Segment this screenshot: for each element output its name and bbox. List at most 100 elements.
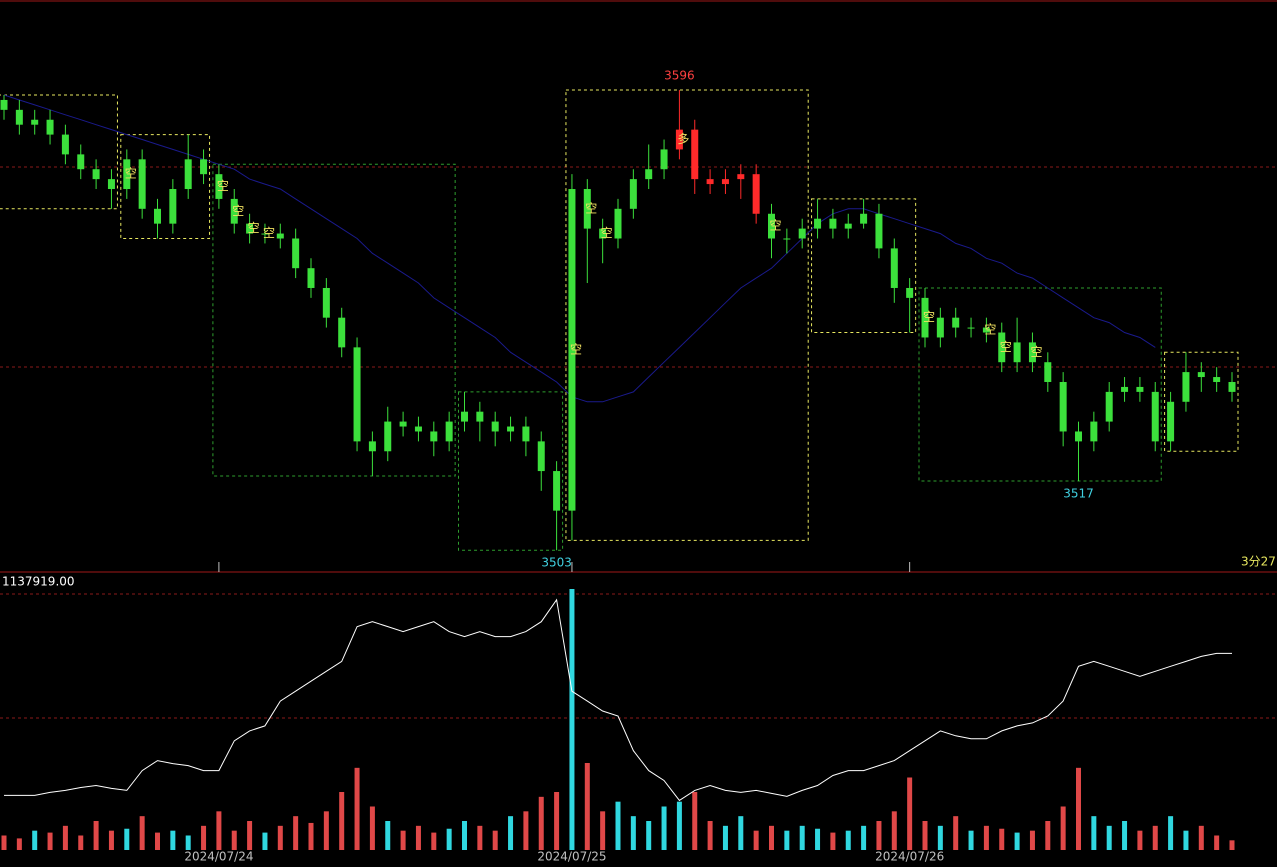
candle-body xyxy=(737,174,745,180)
volume-bar xyxy=(615,801,621,850)
price-annotation: 3596 xyxy=(664,69,695,83)
volume-bar xyxy=(523,811,529,850)
zone-box xyxy=(918,287,1162,482)
candle-body xyxy=(307,268,315,288)
volume-bar xyxy=(1168,816,1174,850)
volume-bar xyxy=(830,832,836,850)
candle-body xyxy=(46,119,54,135)
open-interest-line xyxy=(4,598,1232,802)
candle-body xyxy=(752,174,760,214)
zone-box xyxy=(1164,351,1239,452)
volume-bar xyxy=(16,838,22,850)
volume-bar xyxy=(477,825,483,850)
signal-marker: 空 xyxy=(263,226,275,240)
candle-body xyxy=(322,287,330,318)
candle-body xyxy=(614,208,622,239)
volume-bar xyxy=(293,816,299,850)
candle-body xyxy=(599,228,607,239)
volume-bar xyxy=(753,830,759,850)
volume-bar xyxy=(339,791,345,850)
candle-body xyxy=(568,189,576,511)
volume-bar xyxy=(47,832,53,850)
volume-bar xyxy=(323,811,329,850)
zone-box xyxy=(458,391,564,551)
volume-bar xyxy=(1137,830,1143,850)
volume-bar xyxy=(1060,806,1066,850)
signal-marker: 空 xyxy=(769,219,781,233)
candle-body xyxy=(107,179,115,190)
volume-bar xyxy=(354,767,360,850)
volume-bar xyxy=(600,811,606,850)
volume-bar xyxy=(799,825,805,850)
volume-bar xyxy=(62,825,68,850)
volume-bar xyxy=(676,801,682,850)
volume-bar xyxy=(385,820,391,850)
candle-body xyxy=(553,471,561,511)
volume-bar xyxy=(462,820,467,850)
candle-body xyxy=(261,233,269,235)
volume-bar xyxy=(630,816,636,850)
volume-bar xyxy=(277,825,283,850)
candle-body xyxy=(1228,381,1236,392)
volume-bar xyxy=(155,832,160,850)
candle-body xyxy=(844,223,852,229)
volume-bar xyxy=(124,828,130,850)
x-tick-label: 2024/07/25 xyxy=(537,850,606,864)
candle-body xyxy=(998,332,1006,363)
candle-body xyxy=(583,189,591,229)
candle-body xyxy=(476,411,484,422)
volume-bar xyxy=(815,828,821,850)
candle-body xyxy=(399,421,407,427)
volume-bar xyxy=(415,825,421,850)
candle-body xyxy=(537,441,545,472)
candle-body xyxy=(675,129,683,150)
volume-bar xyxy=(369,806,375,850)
candle-body xyxy=(1013,342,1021,363)
candle-body xyxy=(384,421,392,452)
candle-body xyxy=(1151,391,1159,442)
volume-bar xyxy=(554,791,560,850)
volume-bar xyxy=(247,820,253,850)
volume-bar xyxy=(170,830,176,850)
signal-marker: 空 xyxy=(248,221,260,235)
volume-bar xyxy=(431,832,437,850)
volume-bar xyxy=(78,835,84,850)
volume-bar xyxy=(1152,825,1158,850)
candle-body xyxy=(952,317,960,328)
volume-bar xyxy=(953,816,959,850)
candle-body xyxy=(414,426,422,432)
candle-body xyxy=(660,149,668,170)
candle-body xyxy=(1059,381,1067,432)
zone-box xyxy=(120,134,211,239)
zone-box xyxy=(0,94,118,210)
volume-bar xyxy=(922,820,928,850)
signal-marker: 空 xyxy=(232,204,244,218)
candle-body xyxy=(491,421,499,432)
candle-body xyxy=(921,297,929,338)
candle-body xyxy=(1213,377,1221,382)
volume-bar xyxy=(584,762,590,850)
signal-marker: 空 xyxy=(585,201,597,215)
volume-bar xyxy=(108,830,114,850)
candle-body xyxy=(982,327,990,333)
candle-body xyxy=(368,441,376,452)
signal-marker: 空 xyxy=(601,226,613,240)
volume-bar xyxy=(1014,832,1020,850)
volume-bar xyxy=(1183,830,1189,850)
candle-body xyxy=(936,317,944,338)
volume-bar xyxy=(32,830,38,850)
candle-body xyxy=(1090,421,1098,442)
candle-body xyxy=(1028,342,1036,363)
volume-bar xyxy=(722,825,728,850)
candle-body xyxy=(92,169,100,180)
candle-body xyxy=(706,179,714,185)
signal-marker: 空 xyxy=(923,310,935,324)
candle-body xyxy=(338,317,346,348)
signal-marker: 空 xyxy=(125,167,137,181)
volume-bar xyxy=(231,830,237,850)
volume-bar xyxy=(1198,825,1204,850)
volume-bar xyxy=(1091,816,1097,850)
volume-bar xyxy=(891,811,897,850)
candle-body xyxy=(1121,386,1129,392)
signal-marker: 空 xyxy=(570,342,582,356)
